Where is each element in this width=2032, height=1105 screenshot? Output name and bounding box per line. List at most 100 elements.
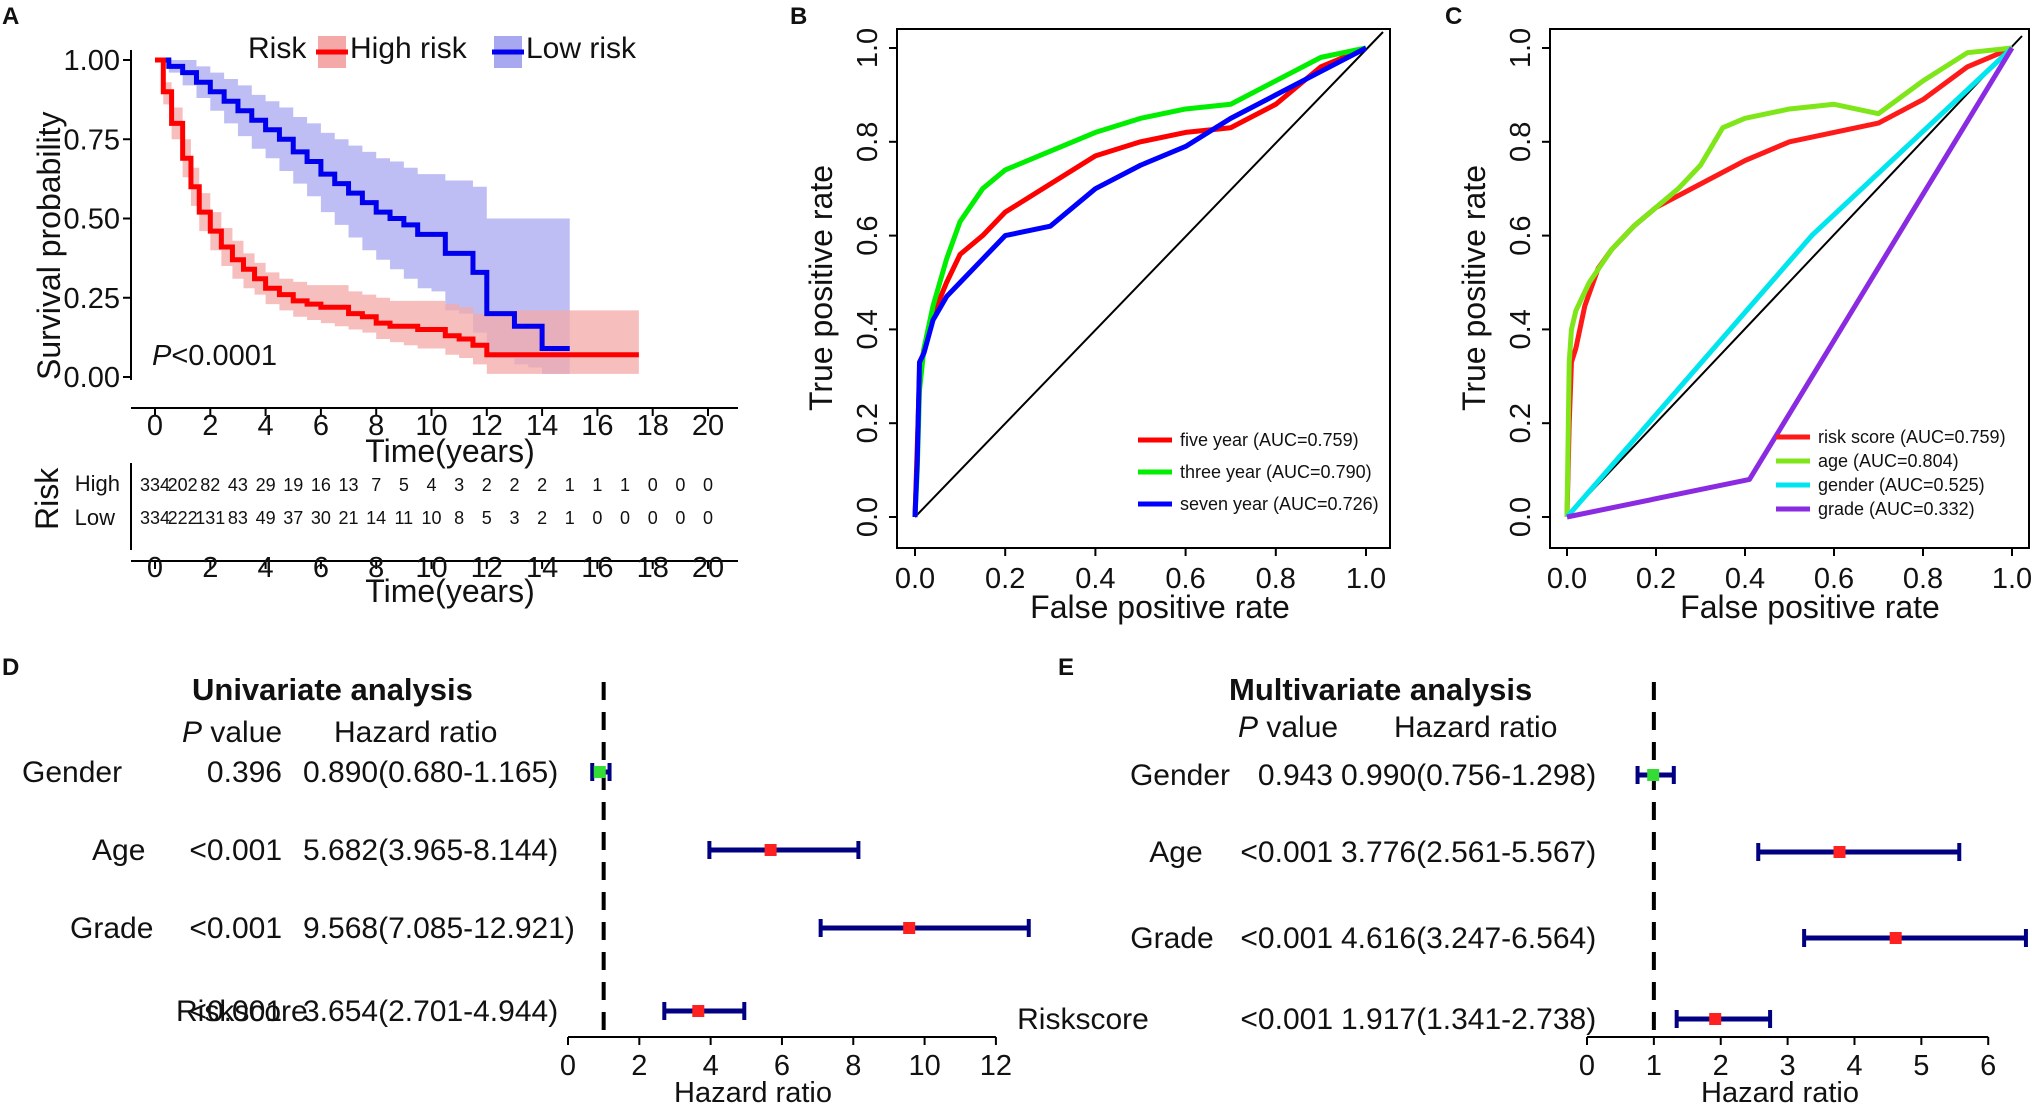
risk-table-cell: 1 xyxy=(592,475,602,495)
forest-d-title: Univariate analysis xyxy=(192,672,473,707)
roc-curve-3 xyxy=(1565,46,2014,519)
forest-row-variable: Gender xyxy=(22,756,122,789)
km-y-ticks: 0.00 0.25 0.50 0.75 1.00 xyxy=(64,45,131,394)
risk-table-x-tick-label: 20 xyxy=(692,552,724,584)
risk-table-cell: 11 xyxy=(395,508,414,528)
forest-row-hr-text: 3.776(2.561-5.567) xyxy=(1341,836,1596,869)
roc-y-tick-label: 1.0 xyxy=(1505,28,1537,68)
roc-legend-label: three year (AUC=0.790) xyxy=(1180,462,1372,482)
forest-row-variable: Riskscore xyxy=(1017,1003,1149,1036)
panel-c-letter: C xyxy=(1445,3,1462,30)
roc-legend-label: seven year (AUC=0.726) xyxy=(1180,494,1379,514)
forest-x-tick-label: 4 xyxy=(703,1050,719,1082)
panel-d-letter: D xyxy=(2,654,19,681)
forest-e-title: Multivariate analysis xyxy=(1229,672,1532,707)
forest-row-pvalue: <0.001 xyxy=(189,834,282,867)
risk-table-cell: 29 xyxy=(256,475,276,495)
risk-table-cell: 334 xyxy=(140,475,170,495)
risk-table-cell: 0 xyxy=(620,508,630,528)
forest-e-hr-header: Hazard ratio xyxy=(1394,711,1557,744)
risk-table-cell: 37 xyxy=(283,508,303,528)
risk-table-cell: 334 xyxy=(140,508,170,528)
forest-row-variable: Age xyxy=(92,834,145,867)
roc-b-legend: five year (AUC=0.759) three year (AUC=0.7… xyxy=(1138,430,1379,514)
risk-table-x-tick-label: 12 xyxy=(471,552,503,584)
roc-x-tick-label: 0.0 xyxy=(895,563,935,595)
roc-y-tick-label: 1.0 xyxy=(852,28,884,68)
roc-legend-label: gender (AUC=0.525) xyxy=(1818,475,1985,495)
roc-x-tick-label: 0.4 xyxy=(1725,563,1765,595)
km-curve-high xyxy=(155,57,639,358)
risk-table-cell: 3 xyxy=(509,508,519,528)
forest-e-x-axis-title: Hazard ratio xyxy=(1701,1077,1859,1105)
risk-table-cell: 5 xyxy=(399,475,409,495)
risk-table-cell: 49 xyxy=(256,508,276,528)
roc-x-tick-label: 0.2 xyxy=(1636,563,1676,595)
roc-x-tick-label: 0.8 xyxy=(1256,563,1296,595)
risk-table-low-label: Low xyxy=(75,505,115,530)
roc-y-tick-label: 0.4 xyxy=(1505,309,1537,349)
km-plot-area xyxy=(155,57,639,374)
forest-row-hr-text: 0.890(0.680-1.165) xyxy=(303,756,558,789)
risk-table-x-tick-label: 4 xyxy=(258,552,274,584)
roc-c-plot-area: 0.0 0.2 0.4 0.6 0.8 1.0 0.0 0.2 0.4 0.6 0.8 1.0 xyxy=(1505,28,2032,595)
forest-point-estimate xyxy=(1833,846,1846,858)
risk-table-cell: 2 xyxy=(537,475,547,495)
forest-row-hr-text: 4.616(3.247-6.564) xyxy=(1341,922,1596,955)
forest-row-pvalue: 0.943 xyxy=(1258,759,1333,792)
km-pvalue-text: <0.0001 xyxy=(171,340,277,372)
forest-row-pvalue: <0.001 xyxy=(189,912,282,945)
roc-curve-2 xyxy=(1564,45,2013,518)
km-curve-low xyxy=(155,57,570,351)
roc-y-tick-label: 0.8 xyxy=(1505,122,1537,162)
panel-b-letter: B xyxy=(790,3,807,30)
km-legend-low-label: Low risk xyxy=(526,32,637,65)
risk-table-cell: 10 xyxy=(421,508,441,528)
risk-table-cell: 2 xyxy=(482,475,492,495)
roc-x-tick-label: 1.0 xyxy=(1346,563,1386,595)
km-y-tick-label: 0.25 xyxy=(64,283,120,315)
km-x-tick-label: 10 xyxy=(415,410,447,442)
forest-d-x-axis-title: Hazard ratio xyxy=(674,1077,832,1105)
forest-x-tick-label: 6 xyxy=(1980,1050,1996,1082)
roc-x-tick-label: 0.6 xyxy=(1814,563,1854,595)
risk-table-cell: 8 xyxy=(454,508,464,528)
forest-point-estimate xyxy=(1889,932,1902,944)
risk-table-cell: 202 xyxy=(168,475,198,495)
risk-table-cell: 0 xyxy=(592,508,602,528)
risk-table-cell: 13 xyxy=(339,475,359,495)
risk-table-high-label: High xyxy=(75,471,120,496)
risk-table-cell: 0 xyxy=(703,475,713,495)
risk-table-x-ticks: 0 2 4 6 8 10 12 14 16 18 20 xyxy=(147,552,724,584)
forest-point-estimate xyxy=(903,922,916,934)
forest-row-pvalue: <0.001 xyxy=(1240,922,1333,955)
risk-table-cell: 21 xyxy=(339,508,359,528)
roc-b-x-axis-title: False positive rate xyxy=(1030,589,1290,625)
risk-table-cell: 14 xyxy=(366,508,386,528)
roc-x-tick-label: 1.0 xyxy=(1992,563,2032,595)
risk-table-cell: 1 xyxy=(620,475,630,495)
roc-y-tick-label: 0.8 xyxy=(852,122,884,162)
risk-table-x-tick-label: 10 xyxy=(415,552,447,584)
km-legend-title: Risk xyxy=(248,32,307,65)
panel-a-kaplan-meier: A Risk High risk Low risk Survival proba… xyxy=(2,3,738,609)
km-x-tick-label: 0 xyxy=(147,410,163,442)
roc-y-tick-label: 0.6 xyxy=(852,215,884,255)
roc-c-x-axis-title: False positive rate xyxy=(1680,589,1940,625)
forest-e-pvalue-header-italic: P xyxy=(1238,711,1258,744)
roc-diagonal-line xyxy=(914,31,1384,518)
forest-x-tick-label: 5 xyxy=(1913,1050,1929,1082)
forest-e-pvalue-header: P value xyxy=(1238,711,1338,744)
roc-x-tick-label: 0.0 xyxy=(1547,563,1587,595)
forest-x-tick-label: 2 xyxy=(631,1050,647,1082)
panel-d-forest-univariate: D Univariate analysis P value Hazard rat… xyxy=(2,654,1031,1105)
forest-row-variable: Riskscore xyxy=(176,995,308,1028)
km-x-tick-label: 12 xyxy=(471,410,503,442)
km-x-ticks: 0 2 4 6 8 10 12 14 16 18 20 xyxy=(147,408,724,442)
panel-a-letter: A xyxy=(2,3,19,30)
roc-y-tick-label: 0.2 xyxy=(1505,403,1537,443)
km-x-tick-label: 18 xyxy=(637,410,669,442)
risk-table-cell: 0 xyxy=(648,475,658,495)
